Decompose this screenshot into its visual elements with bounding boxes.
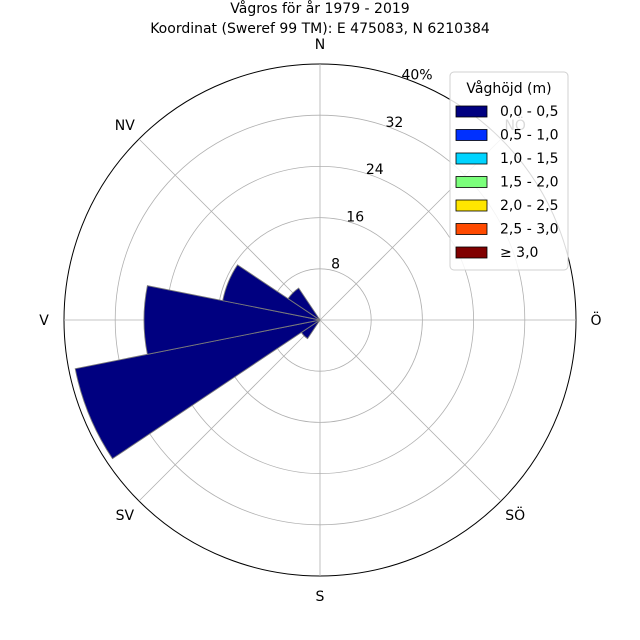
legend-items: 0,0 - 0,5 0,5 - 1,0 1,0 - 1,5 1,5 - 2,0 2,0 …	[455, 104, 558, 261]
direction-label: S	[316, 589, 325, 605]
legend-frame	[449, 71, 569, 271]
legend-swatch	[455, 223, 488, 235]
direction-label: NV	[115, 118, 135, 134]
radial-tick-label: 24	[366, 162, 384, 178]
legend-label: 0,5 - 1,0	[500, 128, 558, 144]
grid-spoke	[138, 138, 321, 321]
radial-tick-label: 32	[385, 115, 403, 131]
polar-grid	[63, 63, 577, 577]
bars-layer	[74, 264, 321, 460]
direction-label: SV	[116, 508, 135, 524]
legend-label: 0,0 - 0,5	[500, 104, 558, 120]
legend-swatch	[455, 152, 488, 165]
direction-label: N	[315, 37, 325, 53]
radial-tick-label: 8	[331, 257, 340, 273]
legend-swatch	[455, 176, 488, 188]
rose-bar	[287, 287, 321, 321]
rose-bar	[74, 319, 321, 460]
legend-label: 2,5 - 3,0	[500, 222, 558, 238]
legend-swatch	[455, 129, 488, 141]
legend-label: ≥ 3,0	[500, 245, 538, 261]
rose-bar	[143, 285, 321, 355]
grid-spoke	[319, 319, 502, 502]
legend-swatch	[455, 199, 488, 212]
legend-swatch	[455, 246, 488, 259]
legend-label: 1,5 - 2,0	[500, 175, 558, 191]
radial-tick-label: 16	[346, 209, 364, 225]
direction-label: Ö	[590, 311, 601, 329]
legend-swatch	[455, 105, 488, 118]
direction-label: V	[39, 313, 49, 329]
legend-label: 1,0 - 1,5	[500, 151, 558, 167]
chart-title-line1: Vågros för år 1979 - 2019	[230, 0, 409, 17]
radial-ticks: 8 16 24 32 40%	[331, 68, 432, 273]
rose-bar	[222, 264, 321, 321]
legend: Våghöjd (m) 0,0 - 0,5 0,5 - 1,0 1,0 - 1,5 1…	[449, 71, 569, 271]
legend-label: 2,0 - 2,5	[500, 198, 558, 214]
legend-title: Våghöjd (m)	[466, 80, 551, 97]
direction-label: SÖ	[505, 506, 525, 524]
radial-tick-label: 40%	[401, 68, 432, 84]
grid-spoke	[138, 319, 321, 502]
chart-title-line2: Koordinat (Sweref 99 TM): E 475083, N 62…	[150, 21, 490, 37]
